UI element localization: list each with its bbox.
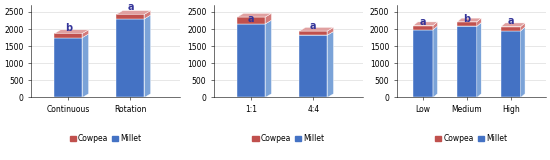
Polygon shape — [457, 18, 481, 22]
Polygon shape — [433, 22, 437, 30]
Polygon shape — [521, 27, 525, 97]
Polygon shape — [414, 26, 433, 30]
Legend: Cowpea, Millet: Cowpea, Millet — [432, 131, 510, 146]
Polygon shape — [299, 35, 327, 97]
Text: b: b — [464, 14, 471, 24]
Polygon shape — [117, 19, 145, 97]
Polygon shape — [299, 31, 327, 35]
Text: a: a — [508, 16, 514, 26]
Polygon shape — [457, 22, 477, 26]
Polygon shape — [54, 38, 82, 97]
Polygon shape — [501, 23, 525, 27]
Polygon shape — [54, 33, 82, 38]
Polygon shape — [501, 27, 525, 31]
Polygon shape — [457, 26, 477, 97]
Polygon shape — [145, 15, 151, 97]
Polygon shape — [327, 27, 333, 35]
Polygon shape — [457, 23, 481, 26]
Polygon shape — [145, 11, 151, 19]
Polygon shape — [501, 31, 521, 97]
Polygon shape — [82, 34, 89, 97]
Polygon shape — [521, 23, 525, 31]
Text: a: a — [420, 17, 426, 27]
Legend: Cowpea, Millet: Cowpea, Millet — [67, 131, 145, 146]
Text: a: a — [310, 21, 317, 31]
Polygon shape — [414, 30, 433, 97]
Polygon shape — [117, 14, 145, 19]
Polygon shape — [54, 34, 89, 38]
Polygon shape — [265, 20, 272, 97]
Polygon shape — [117, 11, 151, 14]
Legend: Cowpea, Millet: Cowpea, Millet — [249, 131, 328, 146]
Polygon shape — [433, 26, 437, 97]
Polygon shape — [477, 18, 481, 26]
Polygon shape — [82, 30, 89, 38]
Polygon shape — [237, 13, 272, 17]
Polygon shape — [117, 15, 151, 19]
Text: a: a — [127, 2, 134, 12]
Polygon shape — [414, 26, 437, 30]
Polygon shape — [54, 30, 89, 33]
Polygon shape — [237, 24, 265, 97]
Polygon shape — [477, 23, 481, 97]
Polygon shape — [414, 22, 437, 26]
Polygon shape — [237, 20, 272, 24]
Polygon shape — [265, 13, 272, 24]
Polygon shape — [237, 17, 265, 24]
Text: a: a — [248, 14, 255, 24]
Polygon shape — [327, 32, 333, 97]
Polygon shape — [501, 27, 521, 31]
Polygon shape — [299, 32, 333, 35]
Polygon shape — [299, 27, 333, 31]
Text: b: b — [65, 24, 72, 33]
